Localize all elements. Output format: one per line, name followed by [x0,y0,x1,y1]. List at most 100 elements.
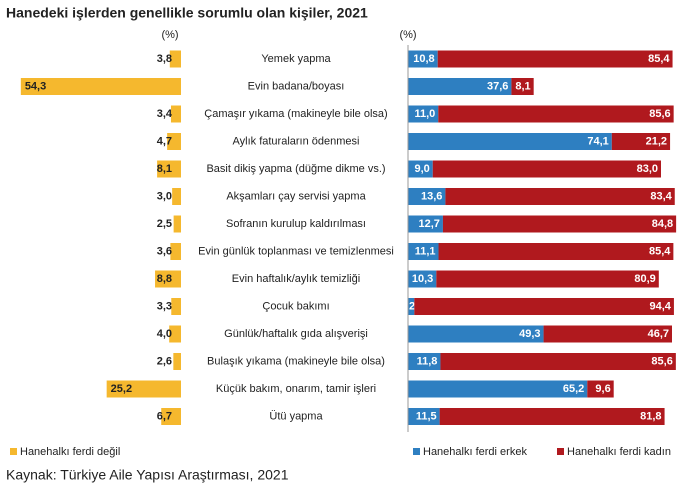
legend-swatch [413,448,420,455]
value-label: 11,1 [415,245,436,257]
value-label: 49,3 [519,328,540,340]
bar [511,78,534,95]
category-label: Evin haftalık/aylık temizliği [232,273,360,285]
bar [439,408,665,425]
legend-swatch [557,448,564,455]
value-label: 3,0 [157,190,172,202]
bar [169,50,181,68]
bar [414,298,674,315]
value-label: 8,8 [157,273,172,285]
value-label: 37,6 [487,80,508,92]
bar [408,78,512,95]
bar [438,105,674,123]
value-label: 6,7 [157,410,172,422]
bar [543,325,672,343]
value-label: 25,2 [111,383,132,395]
value-label: 46,7 [648,328,669,340]
bar [20,78,181,95]
category-label: Basit dikiş yapma (düğme dikme vs.) [206,163,385,175]
value-label: 84,8 [652,218,673,230]
legend-label: Hanehalkı ferdi kadın [567,446,671,458]
value-label: 13,6 [421,190,442,202]
value-label: 65,2 [563,383,584,395]
category-label: Yemek yapma [261,53,331,65]
bar [408,105,439,123]
bar [408,243,439,260]
value-label: 54,3 [25,80,46,92]
bar [408,270,437,288]
bar [172,188,181,205]
value-label: 8,1 [157,163,172,175]
value-label: 11,5 [416,410,437,422]
value-label: 85,4 [648,53,670,65]
value-label: 2,6 [157,355,172,367]
bar [169,325,181,343]
bar [170,105,181,123]
category-label: Aylık faturaların ödenmesi [233,135,360,147]
category-label: Ütü yapma [269,410,323,422]
value-label: 10,8 [413,53,434,65]
unit-label: (%) [161,29,178,41]
bar [161,408,181,425]
bar [408,188,446,205]
bar [408,353,441,370]
value-label: 12,7 [419,218,440,230]
value-label: 83,0 [637,163,658,175]
value-label: 85,4 [649,245,671,257]
value-label: 11,0 [414,108,435,120]
bar [173,215,181,233]
value-label: 85,6 [651,355,672,367]
value-label: 85,6 [649,108,670,120]
bar [408,298,415,315]
category-label: Çamaşır yıkama (makineyle bile olsa) [204,108,387,120]
bar [408,380,588,398]
value-label: 11,8 [417,355,438,367]
value-label: 81,8 [640,410,661,422]
value-label: 3,6 [157,245,172,257]
value-label: 2,5 [157,218,172,230]
value-label: 9,6 [595,383,610,395]
bar [157,160,181,178]
value-label: 94,4 [650,300,672,312]
value-label: 83,4 [650,190,672,202]
bar [587,380,614,398]
value-label: 3,4 [157,108,173,120]
bar [167,133,181,150]
bar [438,243,674,260]
category-label: Evin günlük toplanması ve temizlenmesi [198,245,394,257]
value-label: 21,2 [646,135,667,147]
value-label: 4,0 [157,328,172,340]
value-label: 3,8 [157,53,172,65]
bar [408,215,443,233]
category-label: Sofranın kurulup kaldırılması [226,218,366,230]
bar [171,298,181,315]
value-label: 10,3 [412,273,433,285]
bar [442,215,677,233]
category-label: Günlük/haftalık gıda alışverişi [224,328,368,340]
bar [173,353,181,370]
chart-title: Hanedeki işlerden genellikle sorumlu ola… [6,5,368,21]
bar [437,50,673,68]
legend-swatch [10,448,17,455]
bar [408,133,612,150]
category-label: Küçük bakım, onarım, tamir işleri [216,383,376,395]
category-label: Evin badana/boyası [248,80,345,92]
category-label: Çocuk bakımı [262,300,329,312]
unit-label: (%) [399,29,416,41]
bar [408,160,433,178]
value-label: 8,1 [515,80,530,92]
category-label: Akşamları çay servisi yapma [226,190,366,202]
bar [170,243,181,260]
bar [445,188,675,205]
bar [432,160,661,178]
value-label: 9,0 [414,163,429,175]
legend-label: Hanehalkı ferdi erkek [423,446,527,458]
bar [611,133,671,150]
value-label: 80,9 [634,273,655,285]
category-label: Bulaşık yıkama (makineyle bile olsa) [207,355,385,367]
value-label: 74,1 [587,135,608,147]
bar [440,353,676,370]
bar [408,408,440,425]
legend-label: Hanehalkı ferdi değil [20,446,120,458]
